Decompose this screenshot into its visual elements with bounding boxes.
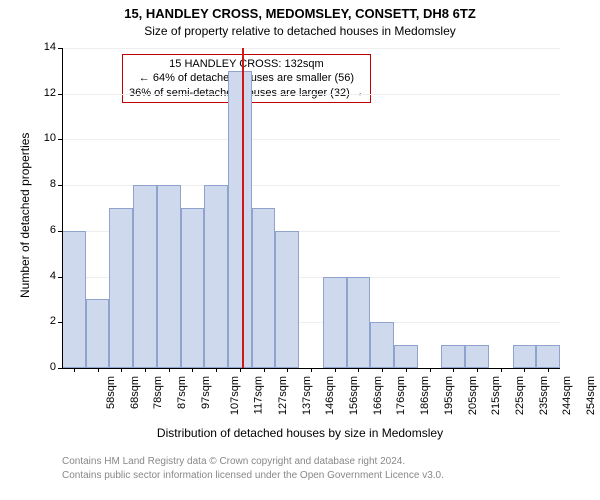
xtick-label: 176sqm [396, 376, 408, 415]
xtick-label: 117sqm [252, 376, 264, 414]
footer-line-1: Contains HM Land Registry data © Crown c… [62, 456, 405, 467]
xtick-label: 97sqm [200, 376, 212, 409]
histogram-bar [181, 208, 205, 368]
histogram-bar [62, 231, 86, 368]
y-axis-label: Number of detached properties [18, 133, 32, 298]
histogram-bar [228, 71, 252, 368]
chart-container: 15, HANDLEY CROSS, MEDOMSLEY, CONSETT, D… [0, 0, 600, 500]
xtick-label: 107sqm [230, 376, 242, 415]
xtick-label: 166sqm [372, 376, 384, 415]
ytick-label: 2 [32, 315, 56, 327]
xtick-label: 58sqm [105, 376, 117, 409]
histogram-bar [323, 277, 347, 368]
grid-line [62, 48, 560, 49]
xtick-label: 244sqm [562, 376, 574, 415]
xtick-label: 195sqm [443, 376, 455, 415]
histogram-bar [252, 208, 276, 368]
grid-line [62, 94, 560, 95]
footer-line-2: Contains public sector information licen… [62, 470, 444, 481]
grid-line [62, 139, 560, 140]
histogram-bar [109, 208, 133, 368]
xtick-label: 146sqm [324, 376, 336, 415]
histogram-bar [86, 299, 110, 368]
xtick-label: 205sqm [467, 376, 479, 415]
xtick-label: 254sqm [585, 376, 597, 415]
ytick-label: 6 [32, 224, 56, 236]
chart-subtitle: Size of property relative to detached ho… [0, 24, 600, 38]
histogram-bar [441, 345, 465, 368]
xtick-label: 156sqm [348, 376, 360, 415]
x-axis-label: Distribution of detached houses by size … [0, 426, 600, 440]
histogram-bar [465, 345, 489, 368]
histogram-bar [370, 322, 394, 368]
ytick-label: 0 [32, 361, 56, 373]
y-axis-line [62, 48, 63, 368]
histogram-bar [513, 345, 537, 368]
ytick-label: 8 [32, 178, 56, 190]
histogram-bar [394, 345, 418, 368]
xtick-label: 127sqm [277, 376, 289, 415]
ytick-label: 12 [32, 87, 56, 99]
histogram-bar [133, 185, 157, 368]
xtick-label: 87sqm [176, 376, 188, 409]
ytick-label: 10 [32, 132, 56, 144]
histogram-bar [204, 185, 228, 368]
histogram-bar [275, 231, 299, 368]
xtick-label: 235sqm [538, 376, 550, 415]
histogram-bar [157, 185, 181, 368]
ytick-label: 14 [32, 41, 56, 53]
xtick-label: 137sqm [301, 376, 313, 415]
reference-marker-line [242, 48, 244, 368]
x-axis-line [62, 368, 560, 369]
xtick-label: 215sqm [490, 376, 502, 415]
xtick-label: 68sqm [129, 376, 141, 409]
annotation-line-1: 15 HANDLEY CROSS: 132sqm [129, 57, 364, 71]
xtick-label: 78sqm [152, 376, 164, 409]
ytick-label: 4 [32, 270, 56, 282]
histogram-bar [347, 277, 371, 368]
xtick-label: 225sqm [514, 376, 526, 415]
chart-title: 15, HANDLEY CROSS, MEDOMSLEY, CONSETT, D… [0, 6, 600, 21]
histogram-bar [536, 345, 560, 368]
xtick-label: 186sqm [419, 376, 431, 415]
